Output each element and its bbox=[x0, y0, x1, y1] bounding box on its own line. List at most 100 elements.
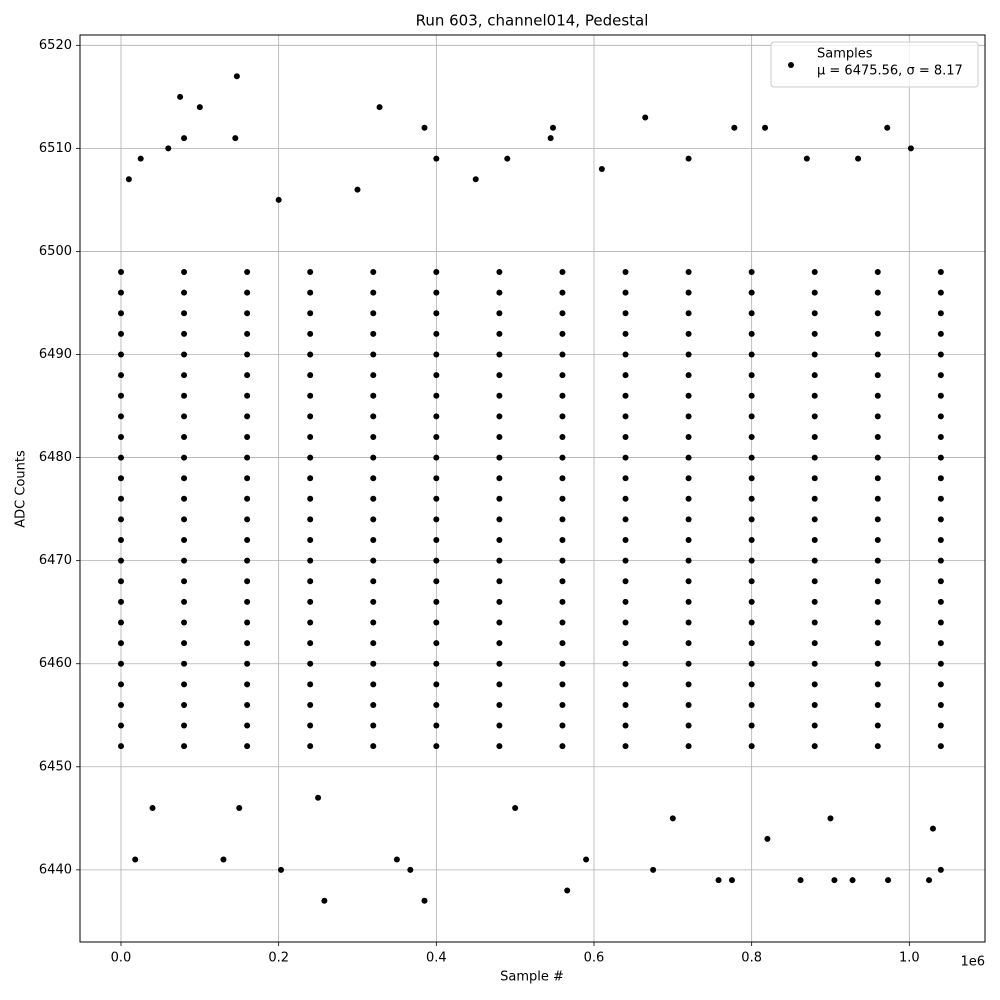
point bbox=[685, 269, 692, 276]
point bbox=[370, 475, 377, 482]
point bbox=[132, 856, 139, 863]
point bbox=[307, 578, 314, 585]
point bbox=[244, 433, 251, 440]
point bbox=[433, 619, 440, 626]
point bbox=[117, 433, 124, 440]
point bbox=[181, 495, 188, 502]
point bbox=[559, 413, 566, 420]
point bbox=[244, 372, 251, 379]
point bbox=[244, 537, 251, 544]
point bbox=[496, 557, 503, 564]
point bbox=[748, 454, 755, 461]
point bbox=[559, 537, 566, 544]
point bbox=[874, 372, 881, 379]
point bbox=[811, 433, 818, 440]
point bbox=[926, 877, 933, 884]
point bbox=[433, 454, 440, 461]
point bbox=[244, 557, 251, 564]
x-axis-label: Sample # bbox=[500, 970, 564, 985]
point bbox=[181, 475, 188, 482]
point bbox=[748, 372, 755, 379]
point bbox=[811, 743, 818, 750]
point bbox=[622, 372, 629, 379]
point bbox=[885, 877, 892, 884]
point bbox=[125, 176, 132, 183]
point bbox=[937, 598, 944, 605]
point bbox=[117, 619, 124, 626]
point bbox=[937, 578, 944, 585]
point bbox=[407, 866, 414, 873]
point bbox=[117, 722, 124, 729]
point bbox=[433, 351, 440, 358]
point bbox=[811, 392, 818, 399]
point bbox=[244, 598, 251, 605]
point bbox=[811, 454, 818, 461]
point bbox=[244, 330, 251, 337]
point bbox=[748, 289, 755, 296]
point bbox=[547, 135, 554, 142]
x-offset-label: 1e6 bbox=[960, 955, 985, 970]
point bbox=[685, 640, 692, 647]
x-tick-label: 1.0 bbox=[899, 951, 920, 966]
point bbox=[496, 330, 503, 337]
y-tick-label: 6500 bbox=[39, 244, 72, 259]
point bbox=[874, 619, 881, 626]
point bbox=[811, 578, 818, 585]
point bbox=[685, 454, 692, 461]
point bbox=[244, 310, 251, 317]
point bbox=[811, 495, 818, 502]
point bbox=[937, 413, 944, 420]
point bbox=[748, 681, 755, 688]
point bbox=[370, 310, 377, 317]
point bbox=[307, 330, 314, 337]
point bbox=[748, 722, 755, 729]
y-tick-label: 6460 bbox=[39, 656, 72, 671]
point bbox=[811, 722, 818, 729]
point bbox=[748, 701, 755, 708]
point bbox=[307, 557, 314, 564]
point bbox=[811, 413, 818, 420]
point bbox=[370, 495, 377, 502]
point bbox=[685, 557, 692, 564]
point bbox=[559, 330, 566, 337]
point bbox=[181, 135, 188, 142]
point bbox=[622, 351, 629, 358]
point bbox=[496, 640, 503, 647]
point bbox=[685, 537, 692, 544]
point bbox=[244, 392, 251, 399]
point bbox=[496, 495, 503, 502]
point bbox=[598, 165, 605, 172]
point bbox=[433, 557, 440, 564]
point bbox=[685, 578, 692, 585]
point bbox=[559, 640, 566, 647]
point bbox=[855, 155, 862, 162]
y-axis-label: ADC Counts bbox=[14, 450, 29, 528]
point bbox=[370, 681, 377, 688]
point bbox=[650, 866, 657, 873]
point bbox=[748, 557, 755, 564]
point bbox=[244, 289, 251, 296]
point bbox=[433, 722, 440, 729]
grid bbox=[80, 35, 985, 942]
point bbox=[583, 856, 590, 863]
point bbox=[937, 619, 944, 626]
point bbox=[117, 578, 124, 585]
point bbox=[874, 537, 881, 544]
point bbox=[937, 269, 944, 276]
point bbox=[559, 495, 566, 502]
point bbox=[559, 516, 566, 523]
point bbox=[137, 155, 144, 162]
point bbox=[307, 598, 314, 605]
point bbox=[370, 413, 377, 420]
point bbox=[370, 537, 377, 544]
point bbox=[496, 413, 503, 420]
point bbox=[433, 743, 440, 750]
point bbox=[370, 330, 377, 337]
point bbox=[181, 433, 188, 440]
point bbox=[307, 537, 314, 544]
point bbox=[559, 701, 566, 708]
point bbox=[181, 351, 188, 358]
point bbox=[622, 640, 629, 647]
point bbox=[937, 701, 944, 708]
point bbox=[803, 155, 810, 162]
